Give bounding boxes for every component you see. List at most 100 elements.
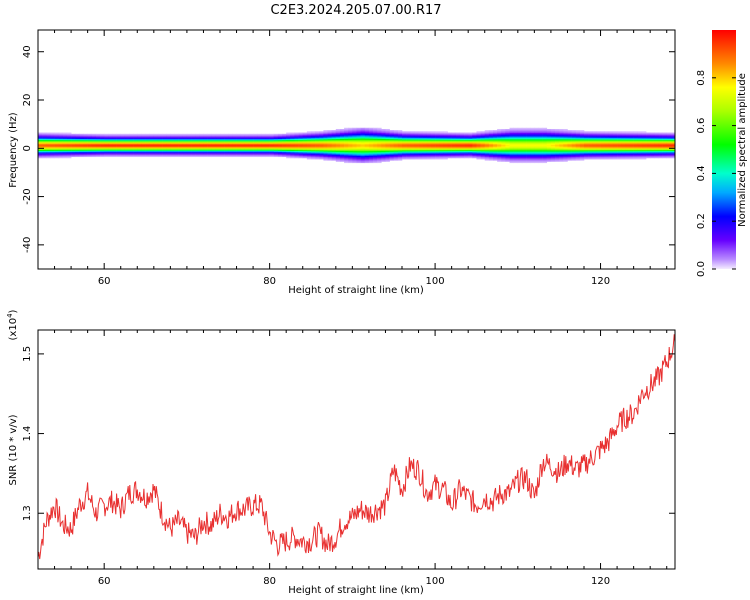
spectrogram-cell bbox=[563, 147, 568, 149]
spectrogram-cell bbox=[236, 142, 241, 144]
spectrogram-cell bbox=[265, 143, 270, 145]
spectrogram-cell bbox=[174, 150, 179, 153]
spectrogram-cell bbox=[476, 138, 481, 141]
spectrogram-cell bbox=[666, 143, 672, 145]
spectrogram-cell bbox=[261, 135, 266, 137]
spectrogram-cell bbox=[592, 136, 597, 138]
spectrogram-cell bbox=[439, 139, 444, 142]
spectrogram-cell bbox=[476, 137, 481, 139]
spectrogram-cell bbox=[542, 148, 548, 150]
spectrogram-cell bbox=[555, 137, 560, 139]
spectrogram-cell bbox=[476, 141, 481, 143]
spectrogram-cell bbox=[608, 131, 614, 133]
spectrogram-cell bbox=[617, 150, 622, 153]
spectrogram-cell bbox=[472, 132, 477, 135]
spectrogram-cell bbox=[414, 150, 419, 153]
spectrogram-cell bbox=[302, 144, 308, 147]
spectrogram-cell bbox=[54, 142, 59, 144]
spectrogram-cell bbox=[137, 137, 142, 139]
spectrogram-cell bbox=[608, 142, 614, 144]
spectrogram-cell bbox=[451, 141, 457, 143]
spectrogram-cell bbox=[273, 151, 279, 154]
spectrogram-cell bbox=[261, 141, 266, 143]
spectrogram-cell bbox=[584, 145, 589, 148]
spectrogram-cell bbox=[153, 135, 159, 137]
spectrogram-cell bbox=[46, 149, 51, 152]
spectrogram-cell bbox=[95, 139, 101, 142]
spectrogram-cell bbox=[104, 139, 109, 142]
spectrogram-cell bbox=[83, 139, 88, 142]
spectrogram-cell bbox=[575, 148, 581, 150]
spectrogram-cell bbox=[621, 148, 626, 150]
spectrogram-cell bbox=[592, 142, 597, 144]
spectrogram-cell bbox=[579, 144, 585, 147]
spectrogram-cell bbox=[455, 155, 461, 158]
spectrogram-cell bbox=[608, 150, 614, 153]
spectrogram-cell bbox=[596, 147, 601, 149]
spectrogram-cell bbox=[534, 136, 539, 138]
spectrogram-cell bbox=[108, 135, 113, 137]
spectrogram-cell bbox=[546, 160, 552, 162]
spectrogram-cell bbox=[542, 135, 548, 137]
spectrogram-cell bbox=[368, 145, 374, 148]
spectrogram-cell bbox=[418, 145, 423, 148]
spectrogram-cell bbox=[410, 149, 415, 152]
spectrogram-cell bbox=[464, 135, 469, 137]
spectrogram-cell bbox=[261, 139, 266, 142]
spectrogram-cell bbox=[195, 145, 200, 148]
spectrogram-cell bbox=[633, 148, 639, 150]
spectrogram-cell bbox=[592, 141, 597, 143]
spectrogram-cell bbox=[666, 156, 672, 159]
spectrogram-cell bbox=[381, 131, 386, 133]
spectrogram-cell bbox=[637, 145, 643, 148]
spectrogram-cell bbox=[509, 147, 514, 149]
spectrogram-cell bbox=[414, 156, 419, 159]
spectrogram-cell bbox=[311, 133, 316, 136]
spectrogram-cell bbox=[50, 147, 55, 149]
spectrogram-cell bbox=[95, 154, 101, 156]
spectrogram-cell bbox=[509, 139, 514, 142]
spectrogram-cell bbox=[542, 133, 548, 136]
spectrogram-cell bbox=[633, 157, 639, 160]
spectrogram-cell bbox=[178, 151, 184, 154]
spectrogram-cell bbox=[104, 142, 109, 144]
spectrogram-cell bbox=[670, 151, 675, 154]
spectrogram-cell bbox=[530, 138, 535, 141]
spectrogram-cell bbox=[617, 156, 622, 159]
spectrogram-cell bbox=[579, 136, 585, 138]
spectrogram-cell bbox=[331, 137, 337, 139]
spectrogram-cell bbox=[501, 151, 506, 154]
spectrogram-cell bbox=[571, 149, 577, 152]
spectrogram-cell bbox=[451, 155, 457, 158]
spectrogram-cell bbox=[584, 139, 589, 142]
spectrogram-cell bbox=[71, 138, 76, 141]
spectrogram-cell bbox=[612, 144, 618, 147]
spectrogram-cell bbox=[116, 139, 122, 142]
spectrogram-cell bbox=[236, 137, 241, 139]
spectrogram-cell bbox=[54, 151, 59, 154]
spectrogram-cell bbox=[348, 137, 353, 139]
spectrogram-cell bbox=[331, 147, 337, 149]
spectrogram-cell bbox=[368, 132, 374, 135]
spectrogram-cell bbox=[42, 147, 47, 149]
spectrogram-cell bbox=[58, 143, 64, 145]
spectrogram-cell bbox=[476, 155, 481, 158]
spectrogram-cell bbox=[129, 133, 134, 136]
spectrogram-cell bbox=[236, 147, 241, 149]
spectrogram-cell bbox=[42, 144, 47, 147]
spectrogram-cell bbox=[546, 149, 552, 152]
spectrogram-cell bbox=[282, 154, 287, 156]
spectrogram-cell bbox=[513, 160, 519, 162]
spectrogram-cell bbox=[637, 149, 643, 152]
spectrogram-cell bbox=[567, 130, 572, 132]
colorbar-tick-label: 0.4 bbox=[696, 165, 707, 181]
spectrogram-cell bbox=[389, 143, 395, 145]
spectrogram-cell bbox=[174, 148, 179, 150]
spectrogram-cell bbox=[75, 148, 80, 150]
spectrogram-cell bbox=[530, 133, 535, 136]
spectrogram-cell bbox=[588, 144, 593, 147]
spectrogram-cell bbox=[232, 150, 237, 153]
spectrogram-cell bbox=[430, 133, 436, 136]
spectrogram-cell bbox=[571, 133, 577, 136]
